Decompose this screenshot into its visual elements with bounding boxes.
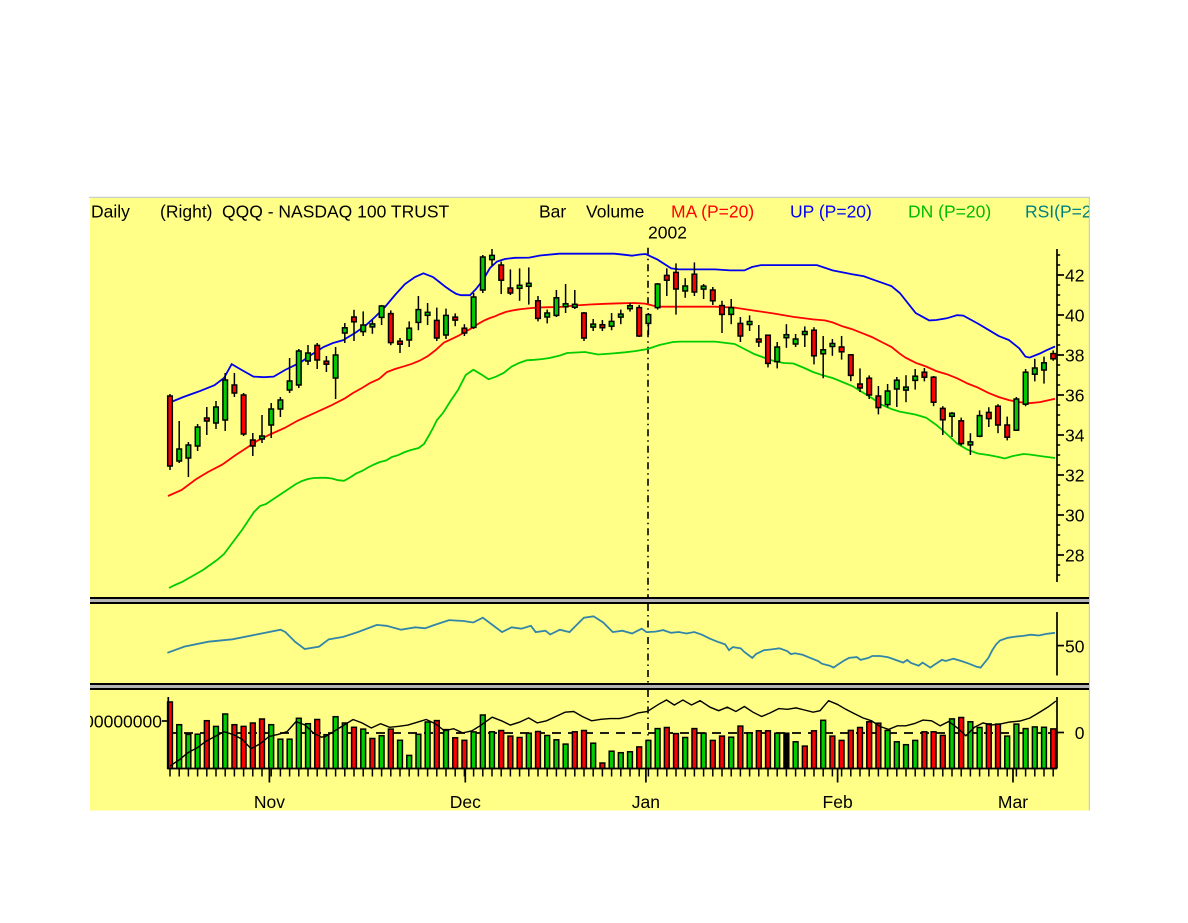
svg-text:DN (P=20): DN (P=20) — [908, 202, 991, 222]
svg-text:36: 36 — [1065, 386, 1084, 406]
svg-text:2002: 2002 — [648, 223, 687, 243]
svg-text:Feb: Feb — [823, 792, 853, 812]
svg-text:Dec: Dec — [450, 792, 481, 812]
svg-text:Daily: Daily — [91, 202, 130, 222]
svg-text:28: 28 — [1065, 546, 1084, 566]
svg-text:42: 42 — [1065, 266, 1084, 286]
svg-text:Volume: Volume — [586, 202, 644, 222]
svg-text:34: 34 — [1065, 426, 1085, 446]
svg-text:40: 40 — [1065, 306, 1085, 326]
svg-text:UP (P=20): UP (P=20) — [790, 202, 872, 222]
svg-text:(Right): (Right) — [160, 202, 213, 222]
svg-text:32: 32 — [1065, 466, 1084, 486]
svg-text:00000000: 00000000 — [84, 712, 162, 732]
svg-text:QQQ - NASDAQ 100 TRUST: QQQ - NASDAQ 100 TRUST — [222, 202, 450, 222]
svg-text:50: 50 — [1065, 637, 1085, 657]
svg-text:RSI(P=20): RSI(P=20) — [1025, 202, 1107, 222]
svg-text:38: 38 — [1065, 346, 1084, 366]
svg-text:Bar: Bar — [539, 202, 566, 222]
svg-text:Nov: Nov — [254, 792, 285, 812]
svg-text:Jan: Jan — [632, 792, 660, 812]
svg-text:MA (P=20): MA (P=20) — [671, 202, 754, 222]
svg-text:0: 0 — [1075, 723, 1085, 743]
svg-text:Mar: Mar — [998, 792, 1028, 812]
svg-text:30: 30 — [1065, 506, 1085, 526]
